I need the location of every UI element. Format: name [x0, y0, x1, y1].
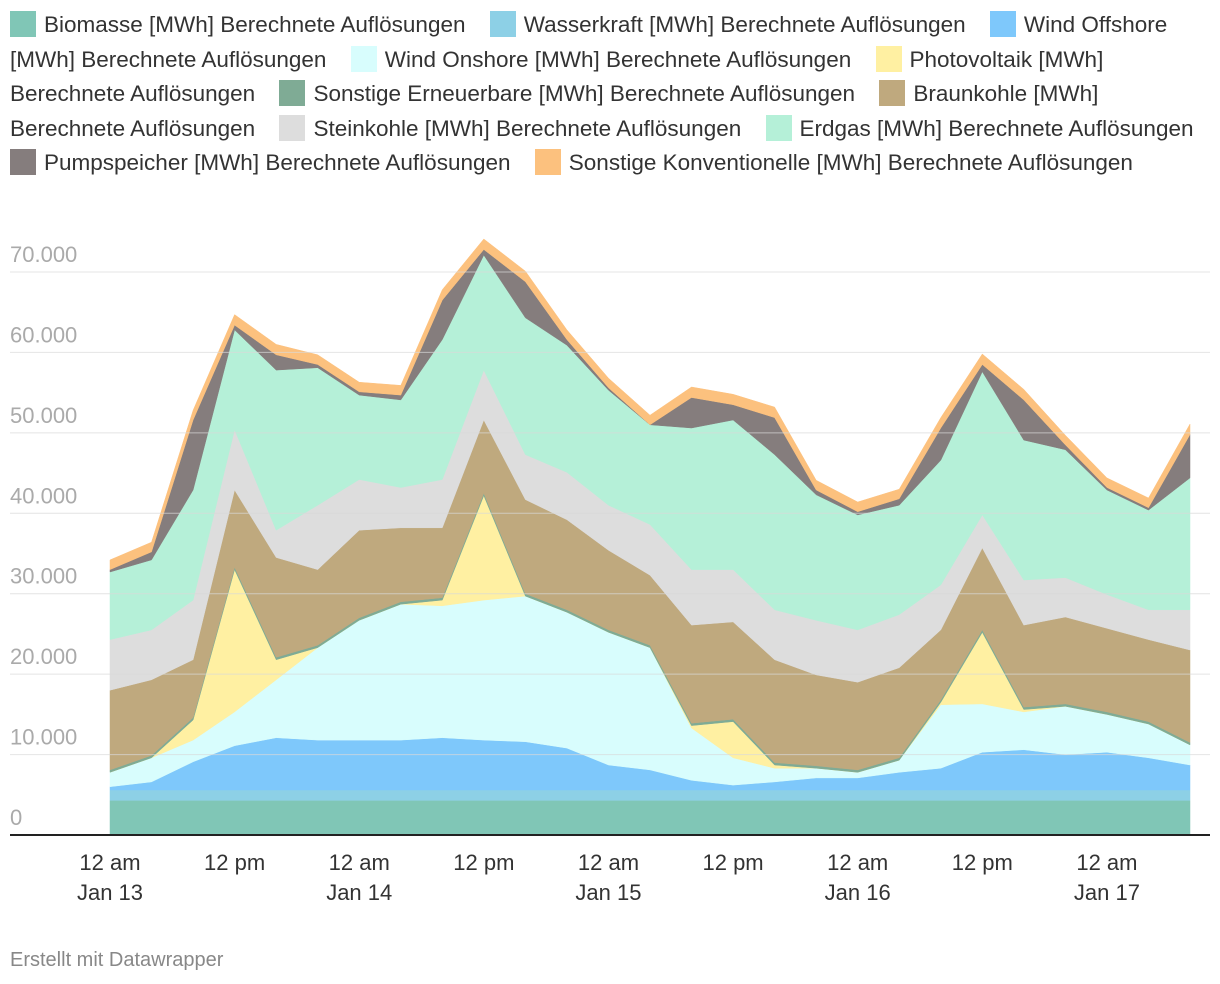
- x-tick-date: Jan 16: [825, 880, 891, 905]
- legend-label: Wasserkraft [MWh] Berechnete Auflösungen: [523, 12, 966, 37]
- legend-label: Wind Offshore [MWh] Berechnete Auflösung…: [10, 12, 1168, 72]
- legend-label: Steinkohle [MWh] Berechnete Auflösungen: [313, 115, 742, 141]
- legend-swatch: [534, 149, 561, 175]
- x-tick-label: 12 pm: [204, 850, 265, 875]
- x-tick-label: 12 am: [329, 850, 390, 875]
- x-tick-label: 12 pm: [453, 850, 514, 875]
- legend-item: Wind Offshore [MWh] Berechnete Auflösung…: [10, 11, 1168, 72]
- legend-label: Pumpspeicher [MWh] Berechnete Auflösunge…: [44, 150, 511, 175]
- legend-item: Sonstige Konventionelle [MWh] Berechnete…: [534, 149, 1133, 175]
- x-tick-label: 12 am: [827, 850, 888, 875]
- legend-item: Wind Onshore [MWh] Berechnete Auflösunge…: [350, 45, 852, 72]
- legend-swatch: [879, 80, 906, 106]
- legend: Biomasse [MWh] Berechnete Auflösungen Wa…: [10, 8, 1215, 181]
- legend-item: Braunkohle [MWh] Berechnete Auflösungen: [10, 80, 1099, 141]
- y-tick-label: 70.000: [10, 242, 77, 267]
- legend-swatch: [279, 114, 306, 141]
- legend-item: Photovoltaik [MWh] Berechnete Auflösunge…: [10, 45, 1104, 107]
- legend-label: Braunkohle [MWh] Berechnete Auflösungen: [10, 81, 1099, 141]
- x-tick-date: Jan 14: [326, 880, 392, 905]
- legend-swatch: [765, 114, 792, 141]
- y-tick-label: 40.000: [10, 483, 77, 508]
- legend-label: Sonstige Erneuerbare [MWh] Berechnete Au…: [313, 81, 856, 106]
- area: [109, 800, 1191, 836]
- legend-swatch: [10, 11, 36, 37]
- x-tick-date: Jan 15: [575, 880, 641, 905]
- x-tick-date: Jan 13: [77, 880, 143, 905]
- y-tick-label: 0: [10, 805, 22, 830]
- legend-item: Steinkohle [MWh] Berechnete Auflösungen: [279, 114, 742, 141]
- footer: Erstellt mit Datawrapper: [10, 949, 224, 971]
- y-tick-label: 30.000: [10, 564, 77, 589]
- x-tick-label: 12 am: [79, 850, 140, 875]
- x-tick-label: 12 pm: [952, 850, 1013, 875]
- legend-swatch: [10, 149, 36, 175]
- x-tick-label: 12 pm: [702, 850, 763, 875]
- x-tick-date: Jan 17: [1074, 880, 1140, 905]
- legend-label: Photovoltaik [MWh] Berechnete Auflösunge…: [10, 46, 1104, 107]
- legend-item: Sonstige Erneuerbare [MWh] Berechnete Au…: [279, 80, 856, 106]
- legend-swatch: [989, 11, 1016, 37]
- legend-label: Erdgas [MWh] Berechnete Auflösungen: [799, 115, 1194, 141]
- area: [109, 238, 1191, 570]
- legend-item: Wasserkraft [MWh] Berechnete Auflösungen: [489, 11, 966, 37]
- legend-swatch: [279, 80, 306, 106]
- x-tick-label: 12 am: [578, 850, 639, 875]
- legend-label: Sonstige Konventionelle [MWh] Berechnete…: [568, 150, 1133, 175]
- area: [109, 789, 1191, 801]
- y-tick-label: 10.000: [10, 725, 77, 750]
- y-tick-label: 50.000: [10, 403, 77, 428]
- legend-swatch: [350, 45, 377, 72]
- legend-item: Erdgas [MWh] Berechnete Auflösungen: [765, 114, 1194, 141]
- y-tick-label: 60.000: [10, 322, 77, 347]
- legend-swatch: [875, 45, 902, 72]
- y-tick-label: 20.000: [10, 644, 77, 669]
- legend-item: Biomasse [MWh] Berechnete Auflösungen: [10, 11, 466, 37]
- legend-label: Wind Onshore [MWh] Berechnete Auflösunge…: [384, 46, 852, 72]
- x-tick-label: 12 am: [1076, 850, 1137, 875]
- legend-label: Biomasse [MWh] Berechnete Auflösungen: [44, 12, 466, 37]
- legend-item: Pumpspeicher [MWh] Berechnete Auflösunge…: [10, 149, 511, 175]
- legend-swatch: [489, 11, 516, 37]
